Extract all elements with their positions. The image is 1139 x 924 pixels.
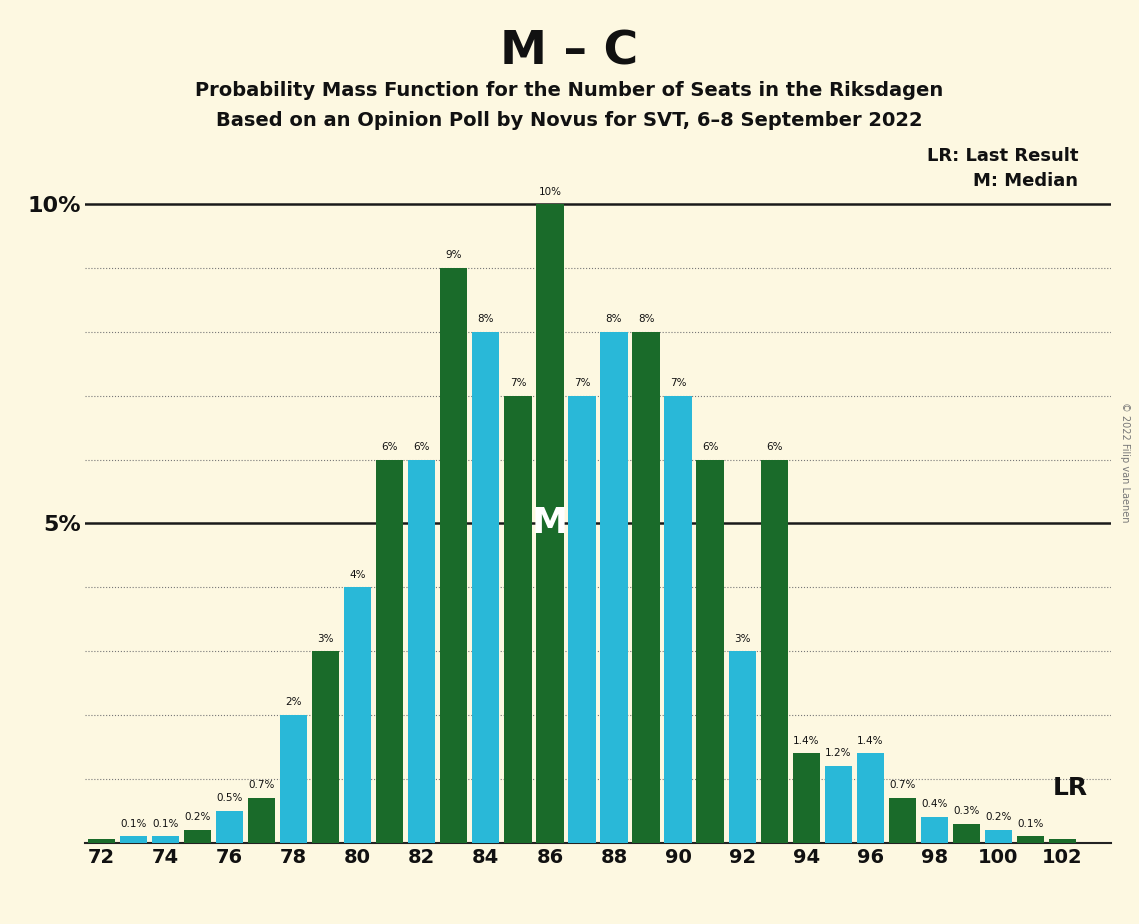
Text: LR: Last Result: LR: Last Result [927,147,1079,164]
Text: 6%: 6% [702,442,719,452]
Bar [568,395,596,843]
Text: 0.1%: 0.1% [121,819,147,829]
Bar [729,651,756,843]
Text: © 2022 Filip van Laenen: © 2022 Filip van Laenen [1121,402,1130,522]
Text: 0.4%: 0.4% [921,799,948,809]
Bar [408,459,435,843]
Text: 1.2%: 1.2% [825,748,852,759]
Text: M – C: M – C [500,30,639,75]
Bar [825,766,852,843]
Bar [473,332,500,843]
Bar [440,268,467,843]
Bar [1049,840,1076,843]
Text: Probability Mass Function for the Number of Seats in the Riksdagen: Probability Mass Function for the Number… [196,81,943,101]
Bar [1017,836,1044,843]
Text: 6%: 6% [382,442,398,452]
Bar [312,651,339,843]
Bar [505,395,532,843]
Text: 7%: 7% [670,378,687,388]
Text: 1.4%: 1.4% [793,736,819,746]
Text: 0.7%: 0.7% [890,781,916,790]
Bar [120,836,147,843]
Bar [985,830,1013,843]
Bar [761,459,788,843]
Bar [600,332,628,843]
Bar [151,836,179,843]
Text: 0.3%: 0.3% [953,806,980,816]
Text: 0.5%: 0.5% [216,793,243,803]
Bar [344,588,371,843]
Bar [248,798,276,843]
Bar [183,830,211,843]
Text: 6%: 6% [413,442,431,452]
Bar [88,840,115,843]
Bar [888,798,916,843]
Text: 4%: 4% [350,570,366,579]
Text: 10%: 10% [539,187,562,197]
Text: 1.4%: 1.4% [857,736,884,746]
Bar [696,459,723,843]
Bar [857,753,884,843]
Bar [920,817,948,843]
Text: 3%: 3% [318,634,334,643]
Text: Based on an Opinion Poll by Novus for SVT, 6–8 September 2022: Based on an Opinion Poll by Novus for SV… [216,111,923,130]
Bar [793,753,820,843]
Text: 6%: 6% [765,442,782,452]
Bar [664,395,691,843]
Text: 0.1%: 0.1% [153,819,179,829]
Text: 8%: 8% [638,314,654,324]
Text: 0.1%: 0.1% [1017,819,1043,829]
Text: 0.2%: 0.2% [185,812,211,822]
Text: 3%: 3% [734,634,751,643]
Text: M: M [532,506,568,541]
Bar [536,204,564,843]
Bar [632,332,659,843]
Bar [376,459,403,843]
Text: 0.7%: 0.7% [248,781,274,790]
Text: M: Median: M: Median [974,173,1079,190]
Bar [280,715,308,843]
Text: 0.2%: 0.2% [985,812,1011,822]
Text: 8%: 8% [477,314,494,324]
Text: 2%: 2% [286,698,302,708]
Text: 9%: 9% [445,250,462,261]
Text: 8%: 8% [606,314,622,324]
Text: 7%: 7% [574,378,590,388]
Text: LR: LR [1052,775,1088,799]
Bar [216,810,244,843]
Text: 7%: 7% [509,378,526,388]
Bar [952,823,980,843]
